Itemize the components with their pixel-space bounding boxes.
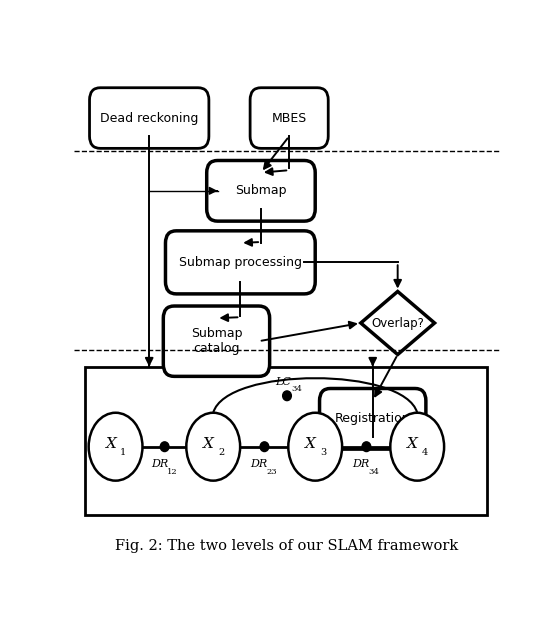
Text: Submap: Submap [235,185,287,197]
Text: X: X [305,437,316,451]
Circle shape [283,391,291,401]
Ellipse shape [186,413,240,481]
Text: X: X [106,437,116,451]
Ellipse shape [88,413,142,481]
Text: DR: DR [353,459,370,469]
Text: LC: LC [275,377,291,387]
Ellipse shape [288,413,342,481]
FancyBboxPatch shape [166,231,315,294]
Circle shape [160,442,169,452]
Circle shape [260,442,269,452]
Text: 23: 23 [267,468,278,476]
Text: DR: DR [151,459,168,469]
Text: X: X [203,437,214,451]
Text: 1: 1 [120,448,127,457]
Ellipse shape [390,413,444,481]
Text: Submap
catalog: Submap catalog [191,327,242,355]
Text: 2: 2 [218,448,224,457]
Text: 34: 34 [369,468,380,476]
Text: 4: 4 [422,448,428,457]
Text: X: X [408,437,418,451]
Text: MBES: MBES [272,112,307,125]
Text: Fig. 2: The two levels of our SLAM framework: Fig. 2: The two levels of our SLAM frame… [115,539,459,553]
Text: 12: 12 [167,468,178,476]
FancyBboxPatch shape [90,88,209,149]
Polygon shape [361,292,435,355]
Text: DR: DR [250,459,268,469]
Text: 34: 34 [291,385,302,393]
Circle shape [362,442,371,452]
Text: 3: 3 [320,448,326,457]
FancyBboxPatch shape [164,306,270,376]
Text: Overlap?: Overlap? [371,316,424,329]
FancyBboxPatch shape [207,161,315,221]
Text: Registration: Registration [335,412,410,425]
FancyBboxPatch shape [250,88,328,149]
Text: Submap processing: Submap processing [179,256,302,269]
Bar [85,367,487,515]
FancyBboxPatch shape [320,389,426,449]
Text: Dead reckoning: Dead reckoning [100,112,198,125]
